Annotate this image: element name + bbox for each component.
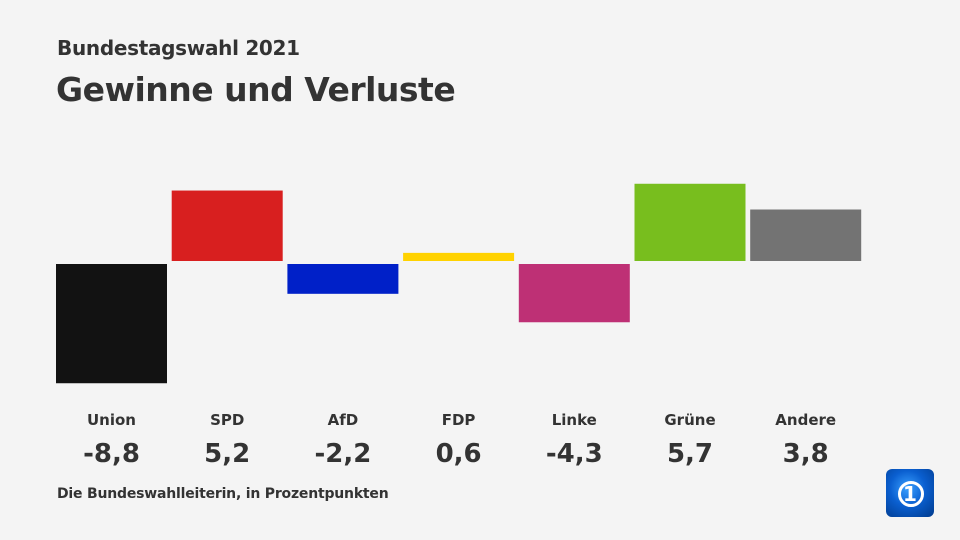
bar-linke bbox=[518, 264, 630, 323]
chart-supertitle: Bundestagswahl 2021 bbox=[57, 36, 300, 60]
bar-grüne bbox=[634, 183, 746, 261]
value-label: -8,8 bbox=[83, 439, 140, 469]
category-label: Union bbox=[87, 411, 136, 429]
value-label: -2,2 bbox=[314, 439, 371, 469]
category-label: Grüne bbox=[664, 411, 715, 429]
bar-andere bbox=[750, 209, 862, 261]
category-label: SPD bbox=[210, 411, 244, 429]
bar-union bbox=[56, 264, 167, 384]
value-label: 5,2 bbox=[204, 439, 250, 469]
category-label: AfD bbox=[328, 411, 359, 429]
chart-title: Gewinne und Verluste bbox=[56, 70, 456, 109]
bar-fdp bbox=[403, 252, 515, 261]
category-label: FDP bbox=[442, 411, 476, 429]
value-label: 0,6 bbox=[436, 439, 482, 469]
logo-number: 1 bbox=[903, 482, 917, 506]
bar-afd bbox=[287, 264, 399, 294]
category-label: Linke bbox=[552, 411, 597, 429]
value-label: -4,3 bbox=[546, 439, 603, 469]
value-label: 3,8 bbox=[783, 439, 829, 469]
source-note: Die Bundeswahlleiterin, in Prozentpunkte… bbox=[57, 486, 389, 502]
category-label: Andere bbox=[775, 411, 836, 429]
ard-logo: 1 bbox=[886, 469, 934, 517]
value-label: 5,7 bbox=[667, 439, 713, 469]
globe-icon bbox=[898, 481, 924, 507]
bar-spd bbox=[171, 190, 283, 261]
